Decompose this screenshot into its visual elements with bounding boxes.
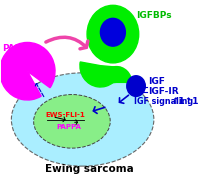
Wedge shape: [0, 42, 55, 100]
Ellipse shape: [100, 18, 125, 46]
Text: IGFBPs: IGFBPs: [136, 11, 172, 20]
Text: EWS-FLI-1: EWS-FLI-1: [45, 112, 85, 118]
Text: Ewing sarcoma: Ewing sarcoma: [45, 164, 134, 174]
Ellipse shape: [87, 5, 139, 63]
Text: PAPPA: PAPPA: [56, 124, 81, 130]
Wedge shape: [80, 62, 121, 87]
Ellipse shape: [127, 76, 145, 96]
Ellipse shape: [34, 95, 110, 148]
Text: ↑1↑1: ↑1↑1: [171, 97, 198, 106]
Text: IGF: IGF: [149, 77, 165, 86]
Text: IGF signaling: IGF signaling: [134, 97, 193, 106]
Text: PAPPA: PAPPA: [2, 45, 35, 53]
Wedge shape: [101, 67, 132, 84]
Ellipse shape: [11, 73, 154, 166]
Text: IGF-IR: IGF-IR: [149, 87, 179, 96]
